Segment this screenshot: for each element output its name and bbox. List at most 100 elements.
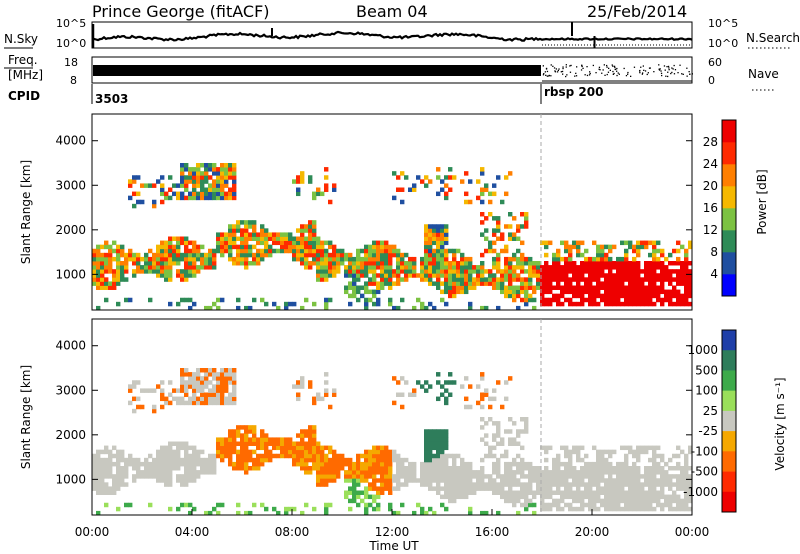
velocity-cell — [216, 453, 221, 459]
power-cell — [428, 236, 433, 241]
velocity-cell — [260, 445, 265, 451]
velocity-cell — [624, 502, 629, 508]
velocity-cell — [460, 461, 465, 467]
power-cell — [316, 248, 321, 254]
velocity-cell — [416, 478, 421, 483]
velocity-cell — [360, 461, 365, 467]
velocity-cell — [636, 474, 641, 479]
velocity-cell — [412, 474, 417, 479]
velocity-cell — [440, 429, 445, 434]
velocity-cell — [228, 449, 233, 455]
velocity-cell — [536, 478, 541, 483]
power-cell — [564, 261, 569, 266]
power-cell — [508, 273, 513, 278]
power-cell — [416, 175, 421, 180]
power-cell — [624, 285, 629, 290]
velocity-cell — [424, 380, 429, 385]
freq-dot — [557, 69, 559, 72]
velocity-cell — [564, 449, 569, 455]
power-cell — [180, 179, 185, 184]
power-cell — [640, 269, 645, 274]
power-cell — [216, 179, 221, 184]
power-cell — [368, 277, 373, 282]
power-cell — [192, 183, 197, 188]
velocity-cell — [196, 449, 201, 455]
velocity-cell — [308, 380, 313, 385]
power-cell — [400, 297, 405, 303]
velocity-cell — [104, 482, 109, 487]
velocity-cell — [468, 461, 473, 467]
velocity-cell — [160, 445, 165, 451]
power-cell — [320, 269, 325, 274]
power-cell — [640, 301, 645, 307]
power-cell — [576, 277, 581, 282]
freq-dot — [545, 74, 547, 76]
power-cell — [516, 277, 521, 282]
velocity-cell — [488, 445, 493, 451]
velocity-cell — [104, 474, 109, 479]
power-cell — [324, 252, 329, 258]
velocity-cell — [528, 498, 533, 504]
power-cell — [244, 248, 249, 254]
velocity-cell — [184, 384, 189, 389]
power-cell — [504, 269, 509, 274]
power-cell — [448, 285, 453, 290]
power-cell — [632, 297, 637, 303]
power-cell — [568, 248, 573, 254]
power-cell — [620, 277, 625, 282]
velocity-cell — [460, 478, 465, 483]
velocity-cell — [496, 474, 501, 479]
power-cell — [196, 163, 201, 168]
velocity-cell — [152, 470, 157, 475]
velocity-cell — [496, 380, 501, 385]
power-cell — [232, 179, 237, 184]
velocity-cell — [196, 388, 201, 393]
velocity-cell — [376, 490, 381, 495]
velocity-cell — [352, 482, 357, 487]
velocity-cell — [512, 478, 517, 483]
velocity-cell — [504, 474, 509, 479]
power-cell — [160, 256, 165, 262]
velocity-cell — [472, 486, 477, 491]
power-cell — [100, 252, 105, 258]
power-cell — [368, 289, 373, 295]
power-cell — [568, 269, 573, 274]
power-cell — [432, 240, 437, 246]
velocity-cell — [500, 482, 505, 487]
velocity-cell — [204, 392, 209, 397]
power-cell — [644, 269, 649, 274]
power-cell — [336, 248, 341, 254]
velocity-cell — [628, 466, 633, 471]
power-cell — [160, 175, 165, 180]
power-cell — [632, 301, 637, 307]
power-cell — [296, 248, 301, 254]
velocity-cell — [576, 498, 581, 504]
velocity-cell — [252, 429, 257, 434]
power-cell — [136, 269, 141, 274]
velocity-cell — [240, 425, 245, 430]
velocity-cell — [432, 445, 437, 451]
power-cell — [436, 273, 441, 278]
power-cell — [100, 281, 105, 286]
velocity-cell — [412, 478, 417, 483]
power-cell — [496, 224, 501, 229]
velocity-cell — [120, 474, 125, 479]
power-cell — [612, 244, 617, 250]
velocity-cell — [644, 498, 649, 504]
velocity-cell — [196, 457, 201, 463]
velocity-cell — [388, 506, 393, 512]
velocity-cell — [628, 482, 633, 487]
velocity-cell — [444, 445, 449, 451]
velocity-cell — [424, 437, 429, 442]
freq-dot — [565, 75, 567, 78]
power-cell — [516, 289, 521, 295]
velocity-cell — [260, 441, 265, 446]
velocity-cell — [492, 445, 497, 451]
velocity-cell — [480, 478, 485, 483]
power-cell — [236, 236, 241, 241]
velocity-cell — [652, 482, 657, 487]
velocity-cell — [368, 449, 373, 455]
velocity-cell — [228, 368, 233, 373]
velocity-cell — [200, 368, 205, 373]
power-cell — [540, 240, 545, 246]
